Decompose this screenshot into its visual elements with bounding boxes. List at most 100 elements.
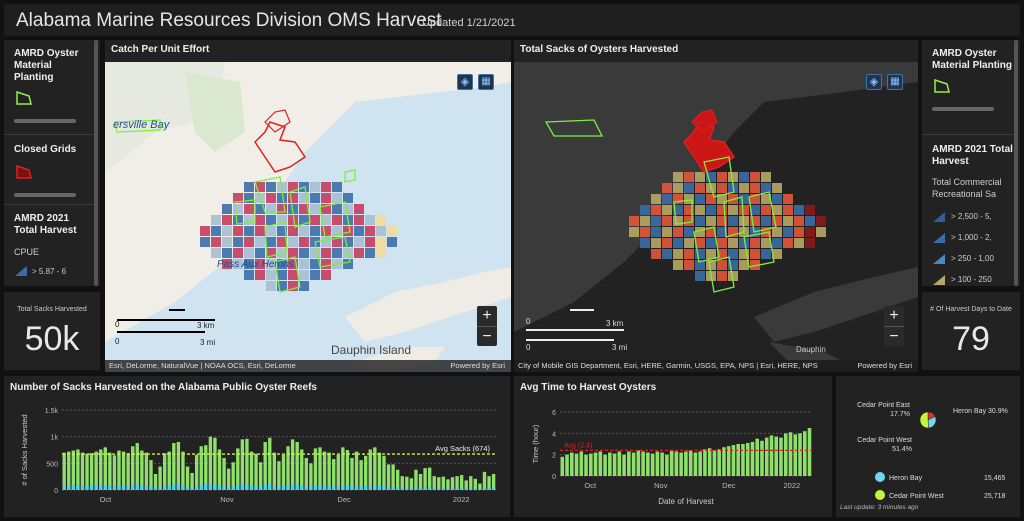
- bar-secondary: [94, 484, 98, 490]
- grid-cell: [321, 193, 331, 203]
- grid-cell: [343, 226, 353, 236]
- powered-by-esri[interactable]: Powered by Esri: [450, 361, 505, 370]
- grid-cell: [772, 227, 782, 237]
- grid-cell: [321, 270, 331, 280]
- grid-cell: [673, 260, 683, 270]
- layers-icon[interactable]: ◈: [866, 74, 882, 90]
- zoom-out-button[interactable]: −: [889, 328, 899, 345]
- grid-cell: [376, 237, 386, 247]
- right-legend-panel[interactable]: AMRD Oyster Material Planting AMRD 2021 …: [922, 40, 1020, 286]
- bar-secondary: [382, 485, 386, 490]
- left-legend-panel[interactable]: AMRD Oyster Material Planting Closed Gri…: [4, 40, 100, 286]
- bar-secondary: [290, 483, 295, 490]
- bar: [482, 471, 487, 490]
- zoom-in-button[interactable]: +: [477, 306, 497, 327]
- grid-cell: [728, 227, 738, 237]
- bar-secondary: [464, 488, 468, 490]
- legend-scrollbar[interactable]: [1014, 40, 1018, 286]
- bar: [560, 456, 565, 476]
- grid-cell: [783, 205, 793, 215]
- grid-cell: [266, 182, 276, 192]
- grid-cell: [332, 193, 342, 203]
- bar: [236, 448, 240, 490]
- bar: [783, 433, 788, 476]
- bar: [263, 442, 267, 490]
- grid-cell: [321, 259, 331, 269]
- bar: [636, 450, 641, 476]
- grid-cell: [299, 193, 309, 203]
- zoom-in-button[interactable]: +: [884, 306, 904, 327]
- y-axis-label: Time (hour): [531, 424, 540, 463]
- bar: [478, 483, 482, 490]
- bar-secondary: [258, 486, 263, 490]
- grid-cell: [695, 172, 705, 182]
- bar: [491, 474, 496, 490]
- grid-cell: [761, 216, 771, 226]
- legend-class-label: > 100 - 250: [951, 275, 992, 284]
- powered-by-esri[interactable]: Powered by Esri: [857, 361, 912, 370]
- bar-secondary: [117, 484, 121, 490]
- bar: [368, 449, 372, 490]
- grid-cell: [695, 205, 705, 215]
- sacks-chart[interactable]: 0 500 1k 1.5k # of Sacks Harvested Avg Sacks …: [4, 376, 510, 517]
- bar: [565, 454, 569, 476]
- grid-cell: [750, 172, 760, 182]
- bar-secondary: [414, 487, 418, 490]
- legend-total-harvest-title: AMRD 2021 Total Harvest: [14, 213, 77, 236]
- grid-cell: [739, 205, 749, 215]
- legend-scrollbar[interactable]: [94, 40, 98, 286]
- bar: [798, 433, 802, 476]
- map-label-island: Dauphin Island: [331, 343, 411, 357]
- bar: [126, 453, 130, 490]
- bar-secondary: [432, 488, 436, 490]
- bar: [131, 446, 135, 490]
- grid-cell: [662, 249, 672, 259]
- legend-icon[interactable]: ▦: [887, 74, 903, 90]
- grid-cell: [354, 237, 364, 247]
- grid-cell: [288, 270, 298, 280]
- bar: [286, 446, 290, 490]
- grid-cell: [728, 249, 738, 259]
- grid-cell: [783, 216, 793, 226]
- legend-cpue-label: CPUE: [14, 247, 40, 257]
- bar-secondary: [222, 485, 226, 490]
- bar: [350, 458, 354, 490]
- bar-secondary: [300, 485, 304, 490]
- class-swatch-icon: [933, 232, 945, 243]
- avg-time-chart[interactable]: 0 2 4 6 Time (hour) Avg (2.4) Oct Nov Dec 2022 Dat…: [514, 376, 832, 517]
- layers-icon[interactable]: ◈: [457, 74, 473, 90]
- bar-secondary: [158, 486, 162, 490]
- chart-title: Avg Time to Harvest Oysters: [520, 382, 657, 393]
- sacks-map[interactable]: Dauphin 0 3 km 0 3 mi ◈ ▦ + − City of Mo…: [514, 62, 918, 372]
- bar: [409, 478, 414, 490]
- legend-icon[interactable]: ▦: [478, 74, 494, 90]
- bar-secondary: [249, 485, 254, 490]
- bar-secondary: [76, 485, 80, 490]
- legend-cpue-item: > 5.87 - 6: [32, 266, 67, 276]
- bar: [646, 452, 650, 476]
- zoom-out-button[interactable]: −: [482, 328, 492, 345]
- grid-cell: [783, 238, 793, 248]
- reef-share-pie[interactable]: Cedar Point East 17.7% Heron Bay 30.9% Ceda…: [836, 376, 1020, 517]
- bar: [222, 458, 226, 490]
- grid-cell: [332, 204, 342, 214]
- cpue-map[interactable]: ersville Bay Pass Aux Herons Dauphin Isl…: [105, 62, 511, 372]
- grid-cell: [717, 183, 727, 193]
- grid-cell: [750, 183, 760, 193]
- grid-cell: [266, 281, 276, 291]
- bar-secondary: [427, 487, 432, 490]
- grid-cell: [651, 249, 661, 259]
- grid-cell: [706, 227, 716, 237]
- bar-secondary: [80, 485, 85, 490]
- grid-cell: [266, 248, 276, 258]
- planting-polygon-icon: [16, 90, 32, 105]
- bar-secondary: [487, 488, 491, 490]
- grid-cell: [288, 259, 298, 269]
- bar-secondary: [62, 485, 66, 490]
- map-title: Total Sacks of Oysters Harvested: [520, 44, 679, 55]
- grid-cell: [299, 237, 309, 247]
- bar-secondary: [459, 488, 464, 490]
- bar: [608, 452, 612, 476]
- grid-cell: [816, 227, 826, 237]
- legend-class-label: > 2,500 - 5,: [951, 212, 992, 221]
